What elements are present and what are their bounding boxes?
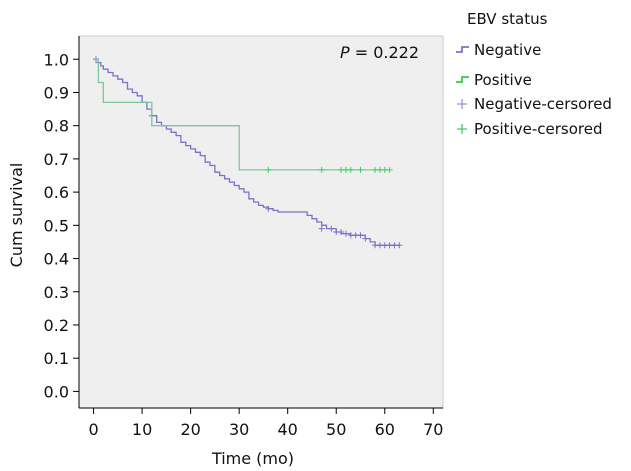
censor-mark-positive xyxy=(357,166,364,173)
y-tick-label: 0.7 xyxy=(44,150,69,169)
censor-mark-positive xyxy=(265,166,272,173)
censor-mark-negative xyxy=(318,225,325,232)
y-tick-label: 0.6 xyxy=(44,183,69,202)
legend-entry-positive: Positive xyxy=(456,71,532,89)
x-tick-label: 40 xyxy=(278,420,298,439)
legend-step-icon-positive xyxy=(456,76,469,83)
censor-mark-negative xyxy=(357,232,364,239)
y-axis: 0.0 0.1 0.2 0.3 0.4 0.5 0.6 0.7 0.8 0.9 1.0 xyxy=(44,36,80,408)
y-tick-label: 1.0 xyxy=(44,50,69,69)
legend-label-negative-censored: Negative-cersored xyxy=(474,95,612,113)
series-layer xyxy=(92,56,403,249)
legend-label-positive-censored: Positive-cersored xyxy=(474,120,602,138)
plot-area xyxy=(78,35,444,409)
censor-mark-positive xyxy=(386,166,393,173)
series-positive xyxy=(93,58,393,173)
x-tick-label: 50 xyxy=(326,420,346,439)
p-value-text: = 0.222 xyxy=(350,43,419,62)
y-tick-label: 0.3 xyxy=(44,283,69,302)
y-tick-label: 0.1 xyxy=(44,349,69,368)
legend-plus-icon-positive xyxy=(457,124,467,134)
x-tick-label: 30 xyxy=(229,420,249,439)
censor-mark-negative xyxy=(265,205,272,212)
censor-mark-positive xyxy=(347,166,354,173)
x-tick-label: 0 xyxy=(88,420,98,439)
censor-mark-negative xyxy=(396,242,403,249)
legend-entry-positive-censored: Positive-cersored xyxy=(457,120,602,138)
survival-curve-negative xyxy=(93,58,400,246)
legend-label-positive: Positive xyxy=(474,71,532,89)
censor-mark-negative xyxy=(338,228,345,235)
legend: EBV status Negative Positive Negative-ce… xyxy=(456,10,612,138)
y-tick-label: 0.5 xyxy=(44,216,69,235)
x-axis: 0 10 20 30 40 50 60 70 xyxy=(79,407,443,439)
censor-mark-positive xyxy=(318,166,325,173)
censor-mark-negative xyxy=(328,225,335,232)
x-tick-label: 70 xyxy=(423,420,443,439)
p-value-annotation: P = 0.222 xyxy=(340,43,419,62)
y-tick-label: 0.2 xyxy=(44,316,69,335)
p-value-letter: P xyxy=(340,43,350,62)
censor-mark-negative xyxy=(342,230,349,237)
y-tick-label: 0.0 xyxy=(44,382,69,401)
y-tick-label: 0.8 xyxy=(44,117,69,136)
x-tick-label: 10 xyxy=(132,420,152,439)
legend-plus-icon-negative xyxy=(457,99,467,109)
legend-entry-negative: Negative xyxy=(456,41,541,59)
x-axis-label: Time (mo) xyxy=(211,449,294,468)
legend-step-icon-negative xyxy=(456,46,469,53)
y-axis-label: Cum survival xyxy=(7,163,26,268)
legend-label-negative: Negative xyxy=(474,41,541,59)
y-tick-label: 0.4 xyxy=(44,250,69,269)
survival-curve-positive xyxy=(93,58,390,171)
x-tick-label: 20 xyxy=(180,420,200,439)
legend-title: EBV status xyxy=(467,10,548,28)
legend-entry-negative-censored: Negative-cersored xyxy=(457,95,612,113)
censor-mark-negative xyxy=(362,235,369,242)
y-tick-label: 0.9 xyxy=(44,83,69,102)
x-tick-label: 60 xyxy=(375,420,395,439)
